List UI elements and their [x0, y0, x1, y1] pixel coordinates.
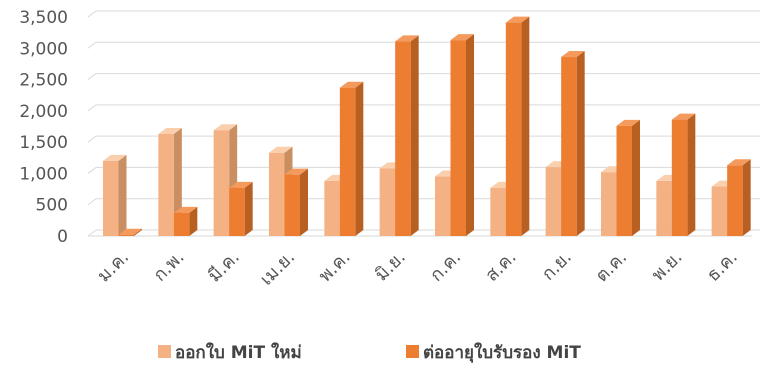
legend-swatch-new [158, 345, 171, 358]
x-tick-label: เม.ย. [256, 247, 299, 290]
bar-renew-7 [450, 34, 474, 236]
y-axis: 0 500 1,000 1,500 2,000 2,500 3,000 3,500 [19, 8, 68, 247]
bar-renew-8 [505, 16, 530, 237]
x-tick-label: พ.ค. [315, 247, 355, 287]
x-tick-label: ก.พ. [149, 247, 188, 286]
x-tick-label: พ.ย. [648, 247, 687, 286]
y-tick-label: 1,000 [19, 164, 68, 184]
y-tick-label: 0 [57, 227, 68, 247]
x-tick-label: ก.ย. [538, 247, 576, 285]
y-tick-label: 3,000 [19, 39, 68, 59]
x-tick-label: ม.ค. [93, 247, 133, 287]
x-tick-label: มี.ค. [204, 247, 244, 287]
y-tick-label: 1,500 [19, 133, 68, 153]
bar-renew-5 [339, 81, 364, 236]
gridline-depth [87, 73, 97, 80]
bar-renew-1 [118, 228, 142, 236]
bar-renew-2 [173, 206, 198, 236]
x-tick-label: มิ.ย. [371, 247, 410, 286]
gridline-depth [87, 198, 97, 206]
x-tick-label: ธ.ค. [703, 247, 742, 286]
gridline-depth [87, 229, 97, 237]
gridlines [87, 10, 760, 237]
gridline-depth [87, 41, 97, 49]
bar-renew-10 [616, 119, 640, 236]
gridline-depth [87, 135, 97, 143]
legend-swatch-renew [406, 345, 419, 358]
x-axis: ม.ค. ก.พ. มี.ค. เม.ย. พ.ค. มิ.ย. ก.ค. ส.ค. ก.ย. ต… [93, 247, 742, 290]
legend-label-renew: ต่ออายุใบรับรอง MiT [423, 342, 581, 363]
bar-renew-6 [395, 35, 419, 236]
bar-renew-3 [229, 181, 253, 236]
legend: ออกใบ MiT ใหม่ ต่ออายุใบรับรอง MiT [158, 342, 581, 363]
x-tick-label: ก.ค. [426, 247, 465, 286]
legend-label-new: ออกใบ MiT ใหม่ [175, 342, 302, 363]
y-tick-label: 2,000 [19, 102, 68, 122]
gridline-depth [87, 10, 97, 18]
gridline-depth [87, 167, 97, 174]
bar-renew-9 [561, 51, 585, 236]
y-tick-label: 500 [36, 196, 68, 216]
x-tick-label: ต.ค. [591, 247, 631, 287]
bar-new-1 [103, 154, 127, 236]
bars [103, 16, 751, 237]
bar-renew-11 [671, 113, 696, 236]
bar-renew-4 [284, 168, 308, 236]
bar-renew-12 [727, 159, 751, 236]
y-tick-label: 3,500 [19, 8, 68, 28]
x-tick-label: ส.ค. [481, 247, 520, 286]
gridline-depth [87, 104, 97, 112]
y-tick-label: 2,500 [19, 71, 68, 91]
